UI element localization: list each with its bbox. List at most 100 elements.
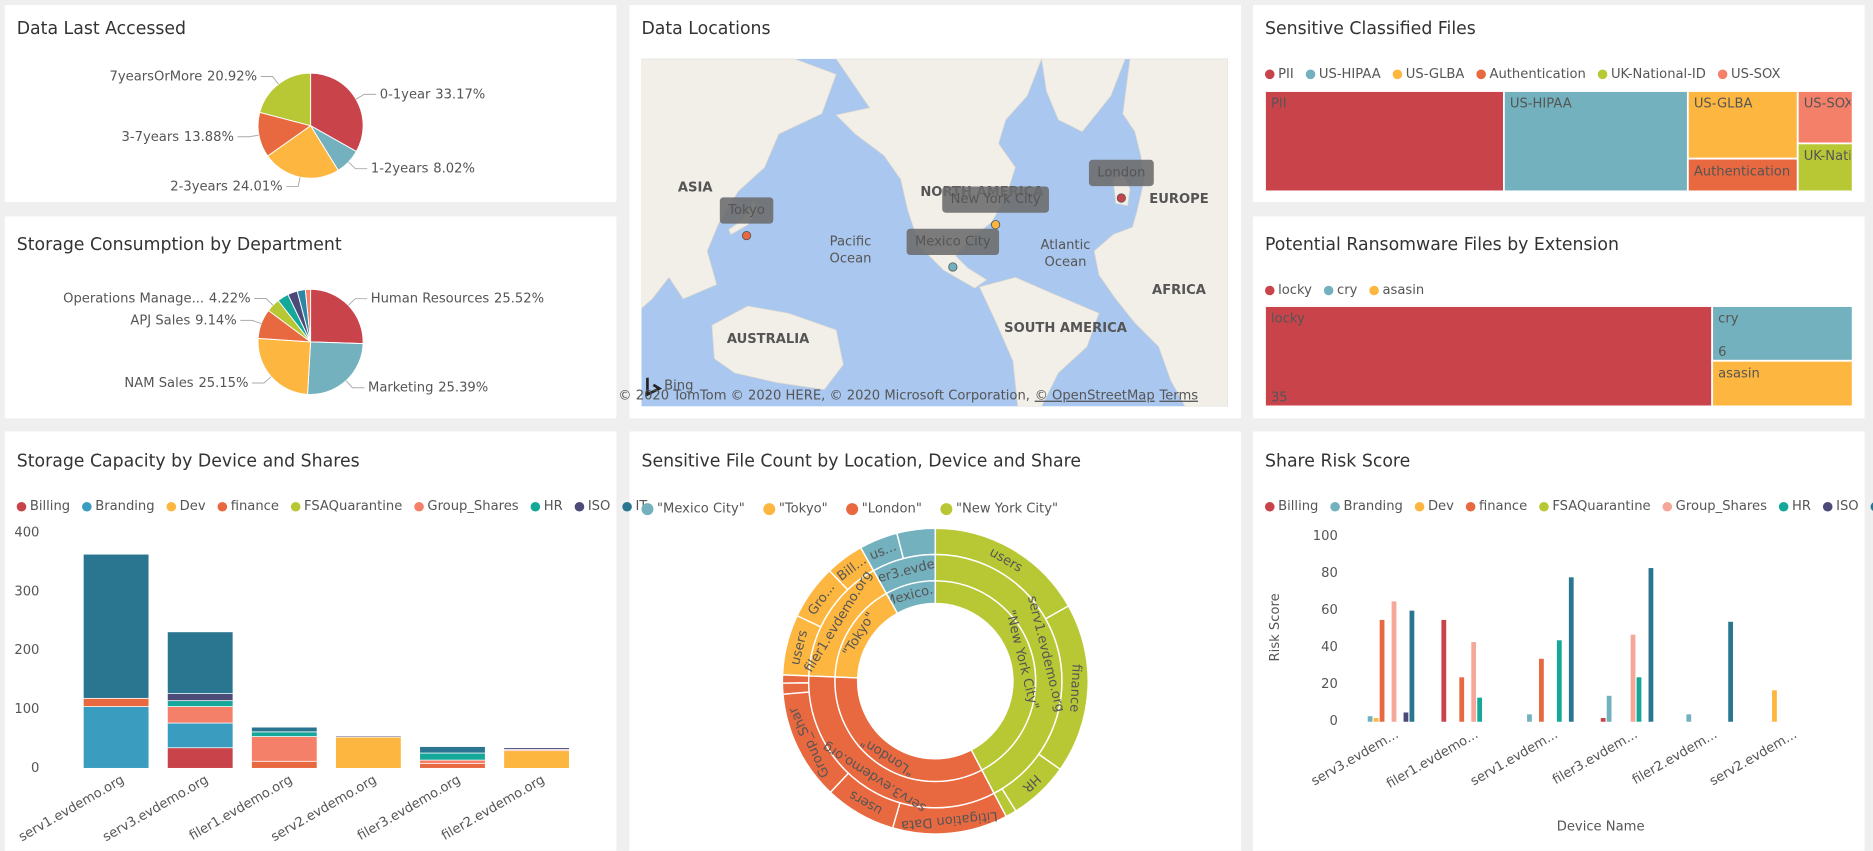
attribution-text: © 2020 TomTom © 2020 HERE, © 2020 Micros… <box>618 388 1030 403</box>
legend-marker <box>1822 501 1833 512</box>
bar <box>1728 621 1734 722</box>
ocean-word: Ocean <box>830 251 872 266</box>
legend-marker <box>1778 501 1789 512</box>
bar <box>1772 690 1777 722</box>
pie-slice <box>259 72 312 127</box>
bar <box>1391 601 1397 722</box>
pie-label-name: 0-1year <box>380 87 431 102</box>
legend-marker <box>622 501 632 512</box>
leader-line <box>286 177 301 188</box>
legend-marker <box>82 501 92 512</box>
bar <box>1403 712 1409 722</box>
legend-label: PII <box>1278 67 1294 82</box>
pie-label-value: 4.22% <box>209 291 251 306</box>
pin-label: Mexico City <box>915 234 991 249</box>
bar-segment <box>335 736 402 769</box>
y-tick-label: 80 <box>1321 566 1338 581</box>
leader-line <box>252 376 272 384</box>
y-tick-label: 300 <box>14 584 39 599</box>
bar-segment <box>82 697 150 707</box>
treemap-value: 6 <box>1718 345 1726 360</box>
sunburst-label: finance <box>1066 664 1083 713</box>
land <box>835 58 1043 289</box>
bar <box>1630 634 1636 722</box>
y-tick-label: 100 <box>1313 529 1338 544</box>
treemap-label: PII <box>1271 97 1287 112</box>
legend-label: "Mexico City" <box>657 502 745 517</box>
map-pin <box>948 262 958 272</box>
bar <box>1471 642 1477 722</box>
pie-label-value: 9.14% <box>195 313 237 328</box>
pin-label: New York City <box>951 192 1041 207</box>
legend-marker <box>574 501 585 512</box>
bar <box>1568 577 1574 722</box>
treemap-label: cry <box>1718 312 1739 327</box>
bar <box>1539 658 1544 722</box>
y-tick-label: 400 <box>14 526 39 541</box>
legend-marker <box>1414 501 1425 512</box>
panel-title: Share Risk Score <box>1265 451 1410 471</box>
leader-line <box>345 380 365 389</box>
region-label: ASIA <box>678 180 713 195</box>
y-tick-label: 40 <box>1321 640 1338 655</box>
legend-marker <box>290 501 301 512</box>
ocean-label: Pacific Ocean <box>830 234 872 266</box>
y-tick-label: 20 <box>1321 677 1338 692</box>
bing-logo <box>646 377 663 397</box>
pie-label: Human Resources 25.52% <box>371 291 544 306</box>
pie-label-name: 3-7years <box>122 129 180 144</box>
treemap-cell <box>1711 305 1854 362</box>
pie-label: 1-2years 8.02% <box>371 161 475 176</box>
pin-label: Tokyo <box>727 203 765 218</box>
legend-label: UK-National-ID <box>1611 67 1706 82</box>
pie-label: Operations Manage... 4.22% <box>63 291 250 306</box>
bar <box>1556 640 1562 722</box>
bar <box>1600 718 1606 722</box>
legend-marker <box>1870 502 1873 511</box>
ocean-label: Atlantic Ocean <box>1041 238 1091 270</box>
panel-title: Data Last Accessed <box>17 19 186 39</box>
pie-label: 0-1year 33.17% <box>380 87 486 102</box>
sunburst-location <box>834 676 983 783</box>
map-pin <box>741 230 752 241</box>
legend-label: US-HIPAA <box>1319 67 1381 82</box>
ocean-word: Pacific <box>830 234 872 249</box>
land <box>1041 58 1126 133</box>
pie-label: NAM Sales 25.15% <box>124 376 248 391</box>
treemap-label: UK-National-ID <box>1804 149 1873 164</box>
legend-label: US-SOX <box>1731 67 1781 82</box>
leader-line <box>237 134 259 138</box>
map-pin <box>1116 193 1126 203</box>
bar-segment <box>167 706 234 724</box>
pie-label-name: 2-3years <box>170 179 228 194</box>
bar <box>1373 718 1379 722</box>
bar-segment <box>82 553 150 699</box>
legend-marker <box>1369 285 1379 296</box>
legend-marker <box>1323 285 1334 296</box>
pie-label-value: 25.39% <box>438 380 488 395</box>
legend-label: Group_Shares <box>427 499 518 514</box>
legend-label: ISO <box>588 499 611 514</box>
bar-segment <box>167 631 234 694</box>
treemap-label: US-HIPAA <box>1510 97 1572 112</box>
legend-label: "Tokyo" <box>779 502 828 517</box>
treemap-label: locky <box>1271 312 1305 327</box>
map-pin <box>991 220 1001 230</box>
pin-callout <box>719 197 774 224</box>
pin-label: London <box>1097 165 1145 180</box>
legend-label: locky <box>1278 283 1312 298</box>
panel-title: Potential Ransomware Files by Extension <box>1265 235 1619 255</box>
leader-line <box>348 298 368 306</box>
pie-label-value: 33.17% <box>435 87 485 102</box>
legend-marker <box>217 501 228 512</box>
ocean-word: Ocean <box>1045 254 1087 269</box>
pie-label: 2-3years 24.01% <box>170 179 282 194</box>
y-tick-label: 0 <box>1329 714 1337 729</box>
pie-label-value: 25.15% <box>198 376 248 391</box>
leader-line <box>254 298 274 306</box>
pin-callout <box>942 186 1049 213</box>
legend-label: Branding <box>95 499 154 514</box>
legend-label: Dev <box>180 499 206 514</box>
sunburst-leaf <box>781 674 810 684</box>
